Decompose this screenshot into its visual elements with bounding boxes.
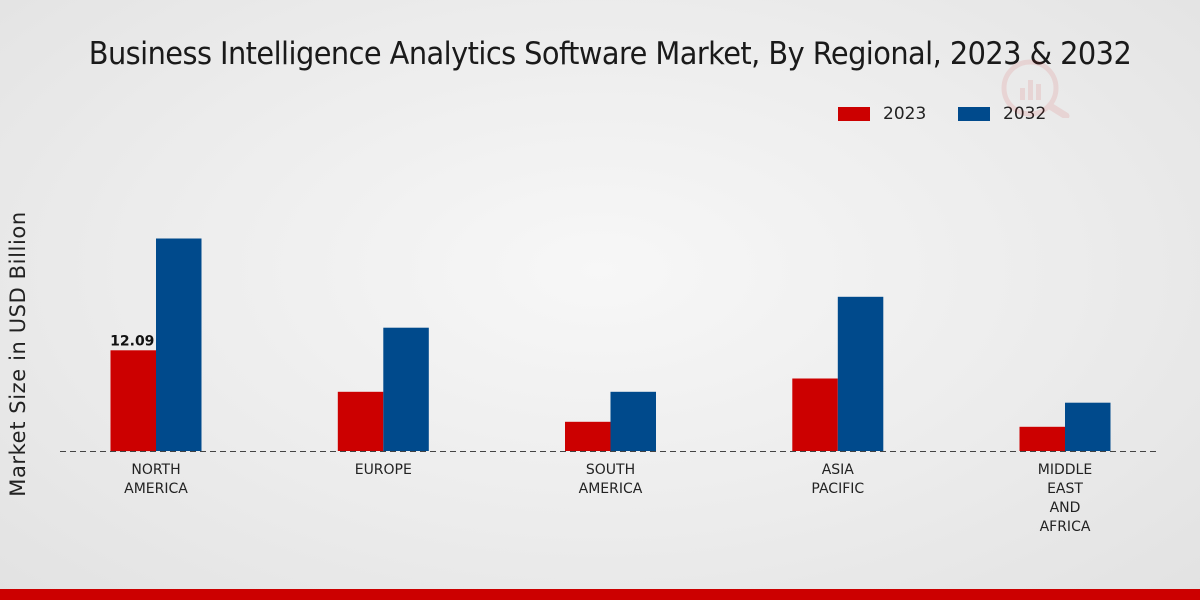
bar-2032-middle-east-and-africa (1065, 402, 1111, 451)
bar-2023-middle-east-and-africa (1019, 426, 1065, 451)
legend-label-2023: 2023 (883, 104, 927, 124)
x-tick-label-middle-east-and-africa: MIDDLE EAST AND AFRICA (1038, 462, 1092, 535)
x-tick-label-europe: EUROPE (355, 462, 412, 478)
labels-layer: NORTH AMERICA EUROPE SOUTH AMERICA ASIA PACIFI… (110, 333, 1092, 535)
legend-label-2032: 2032 (1003, 104, 1047, 124)
watermark-logo-icon (1001, 59, 1070, 118)
x-tick-label-asia-pacific: ASIA PACIFIC (811, 462, 864, 497)
x-tick-label-north-america: NORTH AMERICA (124, 462, 188, 497)
data-label-2023-0: 12.09 (110, 333, 154, 349)
bar-2032-asia-pacific (837, 296, 884, 451)
footer-accent-bar (0, 589, 1200, 600)
bar-2023-asia-pacific (792, 378, 838, 451)
bar-2032-north-america (156, 238, 202, 451)
chart-title: Business Intelligence Analytics Software… (88, 36, 1132, 72)
x-tick-label-south-america: SOUTH AMERICA (579, 462, 643, 497)
bar-2023-north-america (110, 350, 156, 452)
bar-2032-europe (383, 327, 429, 451)
bar-2023-south-america (565, 421, 611, 451)
legend-swatch-2023 (838, 107, 870, 121)
legend-item-2032: 2032 (958, 104, 1046, 124)
bar-2023-europe (337, 391, 384, 451)
legend-swatch-2032 (958, 107, 990, 121)
bars-layer (110, 238, 1111, 452)
bar-2032-south-america (610, 391, 656, 451)
legend-item-2023: 2023 (838, 104, 926, 124)
